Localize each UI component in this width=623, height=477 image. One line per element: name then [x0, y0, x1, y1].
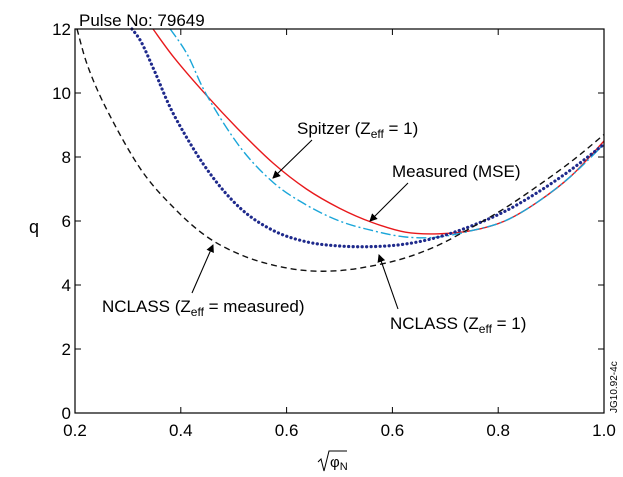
- y-tick-label: 0: [62, 404, 71, 423]
- annotation-label: NCLASS (Zeff = 1): [390, 314, 526, 336]
- annotation-arrow: [191, 244, 214, 294]
- series-layer: [76, 27, 606, 272]
- x-tick-label: 1.0: [592, 421, 616, 440]
- x-tick-label: 0.6: [275, 421, 299, 440]
- annotation-label: Measured (MSE): [392, 162, 520, 181]
- axis-layer: 0 2 4 6 8 10 12 0.2 0.4 0.6 0.6 0.8 1.0: [52, 20, 616, 440]
- chart-title: Pulse No: 79649: [79, 11, 205, 30]
- y-tick-label: 8: [62, 148, 71, 167]
- y-tick-label: 6: [62, 212, 71, 231]
- y-axis-label: q: [29, 217, 39, 237]
- x-axis-label: φN: [330, 454, 348, 473]
- x-axis-label-group: φN: [317, 450, 348, 473]
- series-line-1: [169, 28, 605, 239]
- annotation-label: Spitzer (Zeff = 1): [297, 119, 418, 141]
- y-tick-label: 12: [52, 20, 71, 39]
- annotation-arrow: [369, 182, 409, 222]
- x-tick-label: 0.2: [63, 421, 87, 440]
- y-tick-label: 10: [52, 84, 71, 103]
- series-line-3: [76, 28, 605, 272]
- annotation-arrow: [272, 139, 313, 179]
- series-line-2: [130, 27, 606, 249]
- watermark: JG10.92-4c: [609, 361, 620, 413]
- radical-sign: [317, 450, 347, 472]
- plot-frame: [74, 28, 605, 414]
- annotation-label: NCLASS (Zeff = measured): [102, 297, 305, 319]
- x-tick-label: 0.6: [381, 421, 405, 440]
- y-tick-label: 4: [62, 276, 71, 295]
- x-tick-label: 0.4: [169, 421, 193, 440]
- annotation-layer: Spitzer (Zeff = 1) Measured (MSE) NCLASS (…: [102, 119, 526, 336]
- annotation-arrow: [377, 254, 399, 310]
- y-tick-label: 2: [62, 340, 71, 359]
- x-tick-label: 0.8: [486, 421, 510, 440]
